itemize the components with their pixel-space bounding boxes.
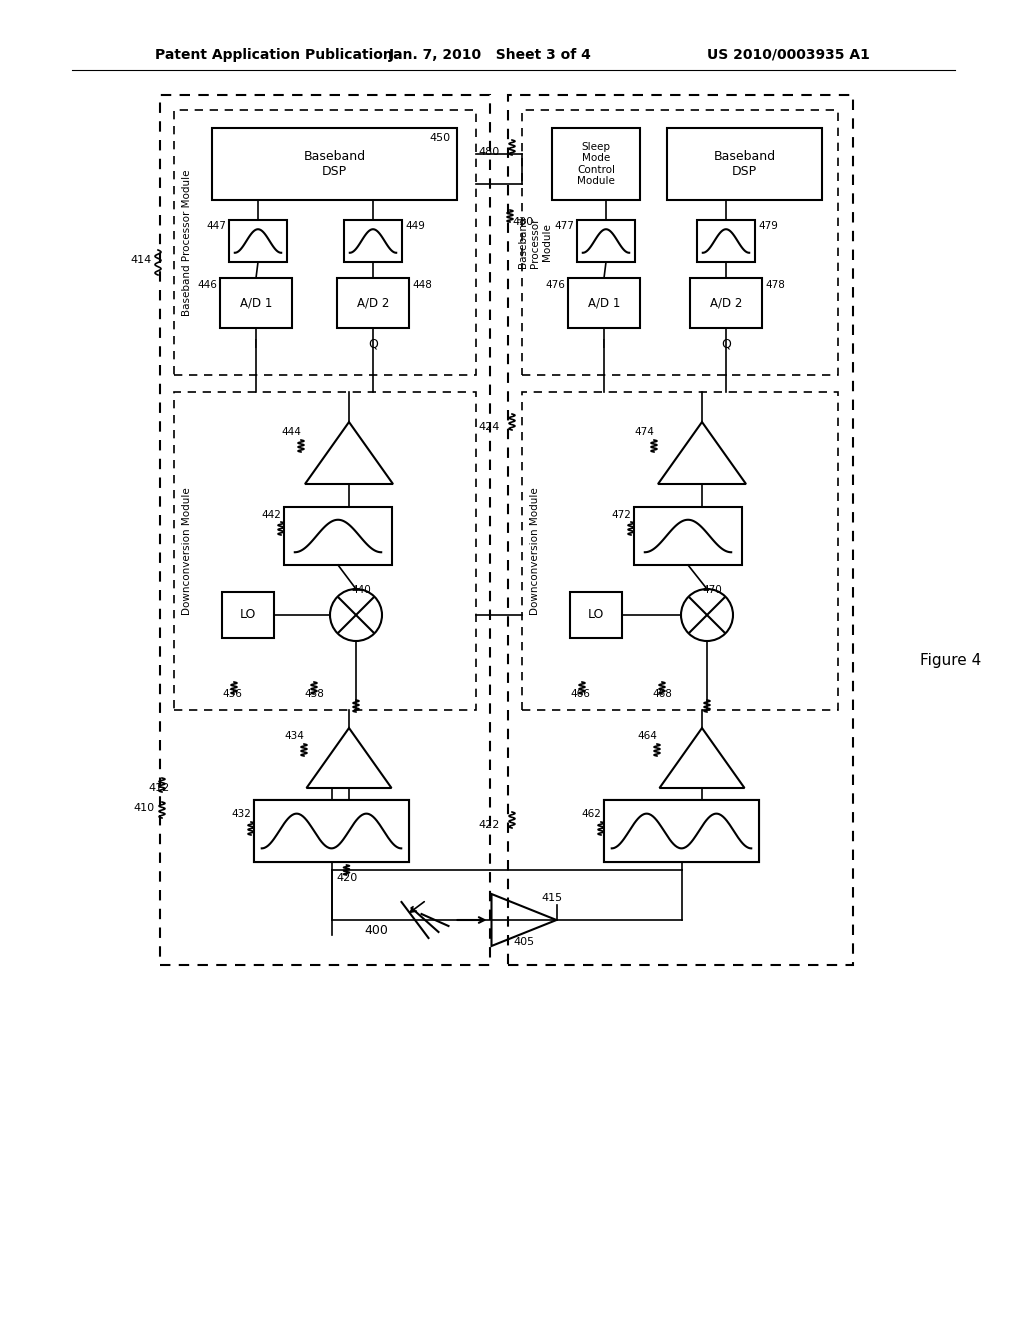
Bar: [174, 392, 476, 710]
Text: 434: 434: [284, 731, 304, 741]
Bar: [568, 279, 640, 327]
Text: Q: Q: [368, 338, 378, 351]
Bar: [552, 128, 640, 201]
Bar: [667, 128, 822, 201]
Text: A/D 1: A/D 1: [240, 297, 272, 309]
Bar: [508, 95, 853, 965]
Text: A/D 1: A/D 1: [588, 297, 621, 309]
Bar: [212, 128, 457, 201]
Text: 438: 438: [304, 689, 324, 700]
Text: Baseband
Processor
Module: Baseband Processor Module: [518, 216, 552, 268]
Text: 450: 450: [430, 133, 451, 143]
Text: LO: LO: [588, 609, 604, 622]
Bar: [284, 507, 392, 565]
Bar: [604, 800, 759, 862]
Text: Jan. 7, 2010   Sheet 3 of 4: Jan. 7, 2010 Sheet 3 of 4: [388, 48, 592, 62]
Text: 462: 462: [582, 809, 601, 818]
Bar: [604, 800, 759, 862]
Text: 442: 442: [261, 510, 281, 520]
Text: 436: 436: [222, 689, 242, 700]
Bar: [229, 220, 287, 261]
Text: Baseband
DSP: Baseband DSP: [303, 150, 366, 178]
Bar: [222, 591, 274, 638]
Bar: [577, 220, 635, 261]
Text: 468: 468: [652, 689, 672, 700]
Text: Baseband
DSP: Baseband DSP: [714, 150, 775, 178]
Text: 449: 449: [406, 220, 425, 231]
Text: 414: 414: [131, 255, 152, 265]
Bar: [160, 95, 490, 965]
Text: A/D 2: A/D 2: [710, 297, 742, 309]
Bar: [344, 220, 402, 261]
Text: 447: 447: [206, 220, 226, 231]
Text: 448: 448: [412, 280, 432, 290]
Text: LO: LO: [240, 609, 256, 622]
Text: 444: 444: [281, 426, 301, 437]
Text: I: I: [602, 338, 606, 351]
Text: 477: 477: [554, 220, 574, 231]
Text: 412: 412: [148, 783, 170, 793]
Text: Downconversion Module: Downconversion Module: [530, 487, 540, 615]
Text: I: I: [254, 338, 258, 351]
Text: Q: Q: [721, 338, 731, 351]
Text: 446: 446: [198, 280, 217, 290]
Text: 424: 424: [478, 422, 500, 432]
Text: 432: 432: [231, 809, 251, 818]
Bar: [522, 110, 838, 375]
Bar: [634, 507, 742, 565]
Text: 464: 464: [637, 731, 657, 741]
Bar: [697, 220, 755, 261]
Text: 478: 478: [765, 280, 784, 290]
Text: 472: 472: [611, 510, 631, 520]
Text: Downconversion Module: Downconversion Module: [182, 487, 193, 615]
Text: A/D 2: A/D 2: [356, 297, 389, 309]
Text: US 2010/0003935 A1: US 2010/0003935 A1: [708, 48, 870, 62]
Text: 410: 410: [134, 803, 155, 813]
Bar: [522, 392, 838, 710]
Text: 470: 470: [702, 585, 722, 595]
Bar: [174, 110, 476, 375]
Bar: [690, 279, 762, 327]
Text: 480: 480: [479, 147, 500, 157]
Text: 466: 466: [570, 689, 590, 700]
Text: 415: 415: [542, 894, 562, 903]
Text: 476: 476: [545, 280, 565, 290]
Text: Figure 4: Figure 4: [920, 652, 981, 668]
Text: Patent Application Publication: Patent Application Publication: [155, 48, 393, 62]
Text: 420: 420: [337, 873, 357, 883]
Bar: [570, 591, 622, 638]
Text: 479: 479: [758, 220, 778, 231]
Text: 405: 405: [514, 937, 536, 946]
Bar: [220, 279, 292, 327]
Bar: [254, 800, 409, 862]
Text: 474: 474: [634, 426, 654, 437]
Bar: [254, 800, 409, 862]
Bar: [337, 279, 409, 327]
Text: Sleep
Mode
Control
Module: Sleep Mode Control Module: [577, 141, 615, 186]
Bar: [284, 507, 392, 565]
Bar: [634, 507, 742, 565]
Text: 430: 430: [512, 216, 534, 227]
Text: 400: 400: [365, 924, 388, 936]
Text: 422: 422: [478, 820, 500, 830]
Text: Baseband Processor Module: Baseband Processor Module: [182, 169, 193, 315]
Text: 440: 440: [351, 585, 371, 595]
